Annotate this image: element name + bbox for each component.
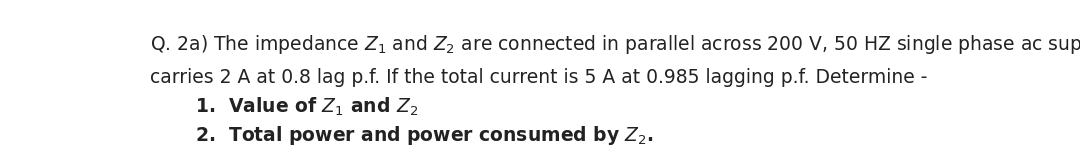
Text: Q. 2a) The impedance $Z_1$ and $Z_2$ are connected in parallel across 200 V, 50 : Q. 2a) The impedance $Z_1$ and $Z_2$ are…	[150, 33, 1080, 56]
Text: carries 2 A at 0.8 lag p.f. If the total current is 5 A at 0.985 lagging p.f. De: carries 2 A at 0.8 lag p.f. If the total…	[150, 69, 928, 87]
Text: 1.  Value of $Z_1$ and $Z_2$: 1. Value of $Z_1$ and $Z_2$	[195, 95, 418, 118]
Text: 2.  Total power and power consumed by $Z_2$.: 2. Total power and power consumed by $Z_…	[195, 124, 654, 147]
